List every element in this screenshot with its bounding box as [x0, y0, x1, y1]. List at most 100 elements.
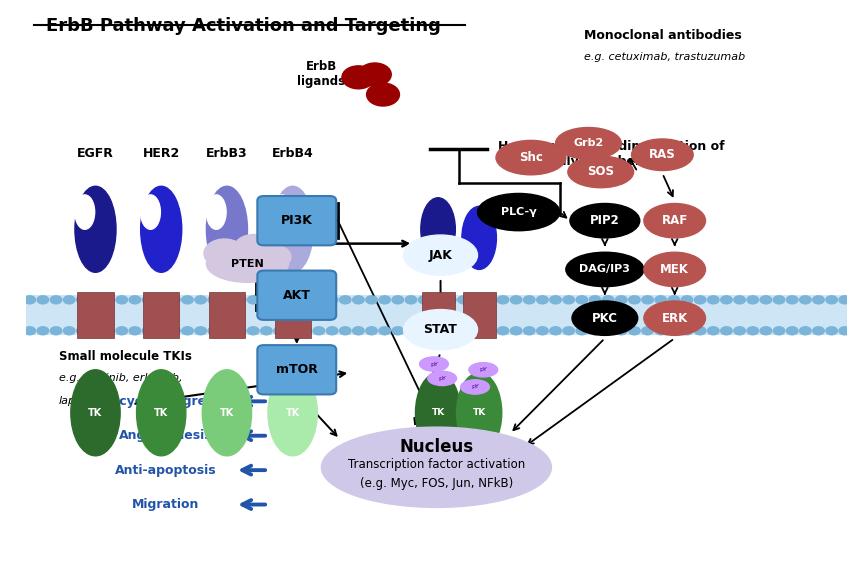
- Circle shape: [247, 296, 259, 304]
- Circle shape: [589, 327, 601, 335]
- Circle shape: [392, 327, 404, 335]
- Text: TK: TK: [473, 408, 486, 417]
- Ellipse shape: [572, 301, 638, 335]
- Ellipse shape: [207, 245, 288, 283]
- Circle shape: [721, 327, 732, 335]
- Circle shape: [694, 296, 705, 304]
- Circle shape: [261, 296, 272, 304]
- Circle shape: [142, 327, 154, 335]
- Circle shape: [603, 296, 614, 304]
- Ellipse shape: [421, 198, 456, 261]
- Ellipse shape: [272, 186, 313, 272]
- Circle shape: [734, 296, 745, 304]
- Circle shape: [550, 327, 561, 335]
- Circle shape: [524, 327, 535, 335]
- Circle shape: [64, 327, 75, 335]
- Circle shape: [195, 327, 207, 335]
- Circle shape: [261, 327, 272, 335]
- Text: TK: TK: [432, 408, 445, 417]
- Circle shape: [90, 327, 101, 335]
- Circle shape: [76, 327, 88, 335]
- Ellipse shape: [566, 252, 644, 287]
- Text: PTEN: PTEN: [231, 259, 264, 269]
- Circle shape: [563, 296, 575, 304]
- Text: Nucleus: Nucleus: [400, 438, 473, 456]
- Circle shape: [615, 296, 627, 304]
- Circle shape: [24, 296, 36, 304]
- Ellipse shape: [321, 427, 552, 507]
- Ellipse shape: [140, 195, 161, 229]
- Circle shape: [247, 327, 259, 335]
- Circle shape: [432, 327, 443, 335]
- Text: ERK: ERK: [661, 312, 688, 325]
- Circle shape: [50, 327, 62, 335]
- Circle shape: [103, 296, 115, 304]
- Ellipse shape: [456, 373, 502, 453]
- Text: PLC-γ: PLC-γ: [501, 207, 536, 217]
- Circle shape: [668, 327, 680, 335]
- Circle shape: [313, 296, 325, 304]
- Circle shape: [379, 296, 390, 304]
- Ellipse shape: [644, 203, 705, 238]
- Circle shape: [221, 327, 233, 335]
- Ellipse shape: [570, 203, 640, 238]
- Ellipse shape: [568, 156, 633, 188]
- Circle shape: [156, 327, 167, 335]
- Ellipse shape: [632, 139, 694, 170]
- Circle shape: [366, 327, 377, 335]
- Circle shape: [774, 296, 785, 304]
- Circle shape: [800, 327, 811, 335]
- Circle shape: [379, 327, 390, 335]
- Ellipse shape: [71, 370, 120, 456]
- FancyBboxPatch shape: [422, 292, 455, 338]
- Circle shape: [326, 327, 337, 335]
- Ellipse shape: [272, 195, 292, 229]
- Circle shape: [813, 296, 824, 304]
- Circle shape: [734, 327, 745, 335]
- Circle shape: [182, 327, 193, 335]
- Text: MEK: MEK: [660, 263, 689, 276]
- Circle shape: [747, 296, 758, 304]
- Circle shape: [707, 296, 719, 304]
- Circle shape: [603, 327, 614, 335]
- Ellipse shape: [404, 235, 478, 275]
- Ellipse shape: [75, 186, 116, 272]
- Circle shape: [103, 327, 115, 335]
- Ellipse shape: [428, 371, 456, 386]
- Circle shape: [524, 296, 535, 304]
- Circle shape: [235, 296, 246, 304]
- FancyBboxPatch shape: [77, 292, 114, 338]
- Text: mTOR: mTOR: [276, 363, 318, 376]
- Text: RAS: RAS: [649, 148, 676, 161]
- Ellipse shape: [268, 370, 317, 456]
- Text: ErbB4: ErbB4: [272, 148, 314, 160]
- Text: STAT: STAT: [423, 323, 457, 336]
- FancyBboxPatch shape: [26, 295, 847, 335]
- Text: Grb2: Grb2: [573, 138, 604, 148]
- Circle shape: [418, 296, 430, 304]
- Ellipse shape: [202, 370, 252, 456]
- Ellipse shape: [75, 195, 94, 229]
- Circle shape: [392, 296, 404, 304]
- Circle shape: [800, 296, 811, 304]
- Circle shape: [182, 296, 193, 304]
- Text: pY: pY: [471, 384, 479, 390]
- Circle shape: [168, 296, 180, 304]
- Circle shape: [826, 296, 837, 304]
- Circle shape: [707, 327, 719, 335]
- Circle shape: [274, 327, 286, 335]
- Circle shape: [510, 296, 522, 304]
- Circle shape: [326, 296, 337, 304]
- Text: Migration: Migration: [132, 498, 199, 511]
- Circle shape: [484, 296, 496, 304]
- Ellipse shape: [644, 301, 705, 335]
- Circle shape: [50, 296, 62, 304]
- Circle shape: [90, 296, 101, 304]
- Circle shape: [615, 327, 627, 335]
- Ellipse shape: [461, 380, 490, 394]
- Ellipse shape: [140, 186, 182, 272]
- Circle shape: [839, 296, 850, 304]
- Ellipse shape: [644, 252, 705, 287]
- Circle shape: [497, 327, 509, 335]
- Circle shape: [204, 239, 245, 267]
